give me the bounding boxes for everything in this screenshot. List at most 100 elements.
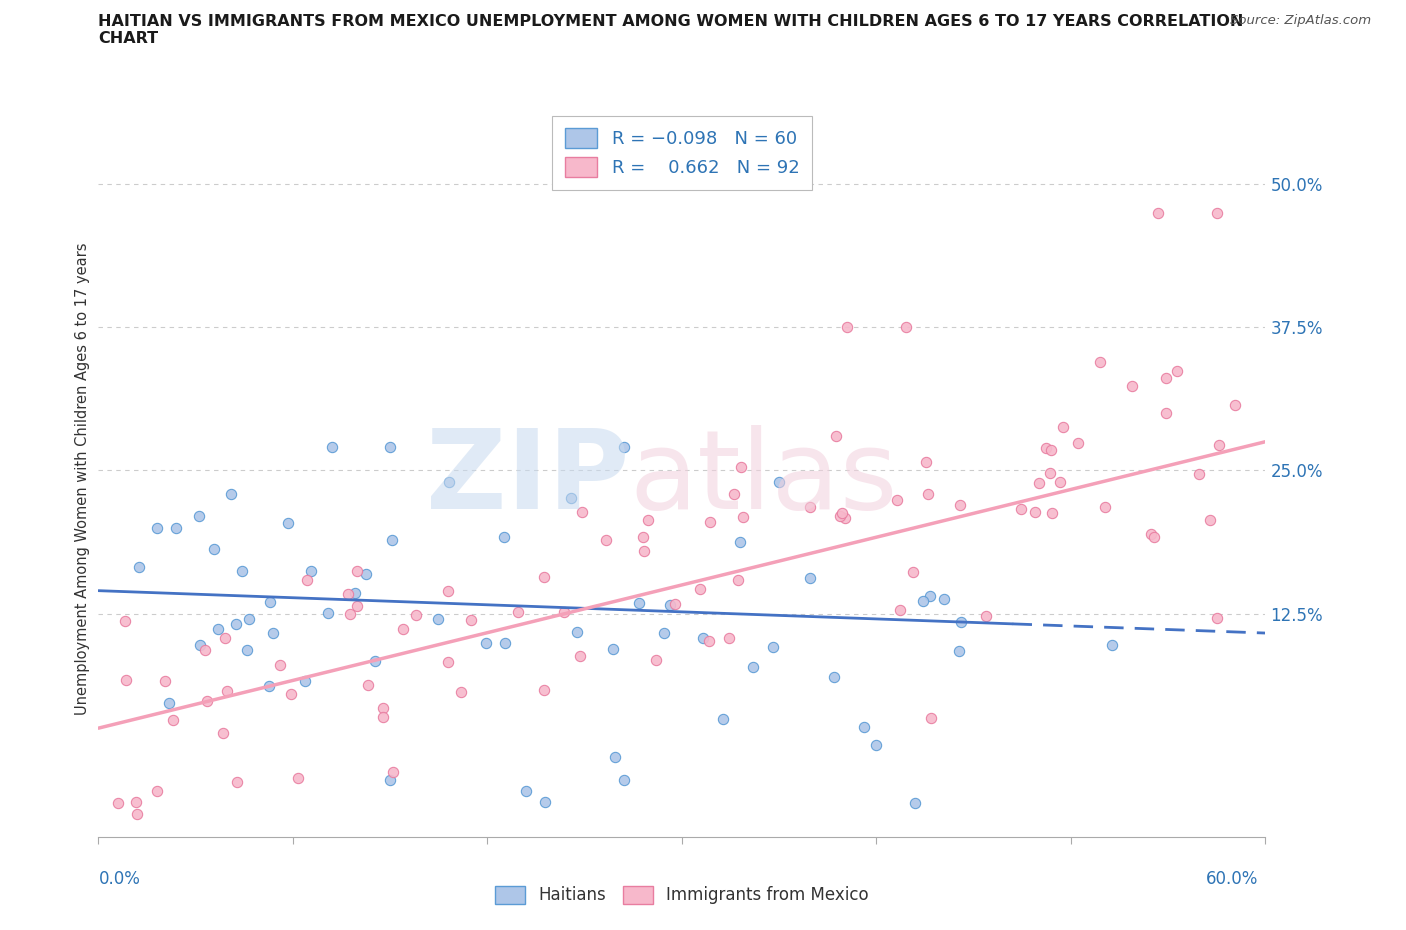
Point (427, 612, 450, 627)
Point (195, 694, 218, 709)
Point (949, 498, 972, 512)
Point (157, 696, 180, 711)
Point (533, 794, 555, 809)
Point (146, 784, 169, 799)
Point (1052, 420, 1074, 435)
Point (1067, 435, 1090, 450)
Point (318, 605, 340, 620)
Point (723, 486, 745, 501)
Point (799, 499, 821, 514)
Point (533, 569, 555, 584)
Text: 0.0%: 0.0% (98, 870, 141, 887)
Point (1205, 611, 1227, 626)
Text: atlas: atlas (630, 425, 898, 533)
Point (1143, 529, 1166, 544)
Point (560, 490, 582, 505)
Point (405, 608, 427, 623)
Point (343, 586, 366, 601)
Point (903, 565, 925, 579)
Point (865, 737, 887, 752)
Point (1088, 354, 1111, 369)
Point (1199, 512, 1222, 527)
Point (214, 631, 236, 645)
Point (346, 564, 368, 578)
Point (658, 597, 681, 612)
Point (114, 672, 136, 687)
Point (730, 535, 752, 550)
Point (494, 635, 516, 650)
Point (711, 711, 734, 726)
Point (1147, 206, 1170, 220)
Point (1024, 505, 1046, 520)
Point (460, 613, 482, 628)
Point (188, 508, 211, 523)
Point (1101, 638, 1123, 653)
Point (392, 621, 415, 636)
Point (1028, 475, 1050, 490)
Point (378, 772, 402, 787)
Point (1035, 441, 1057, 456)
Point (378, 440, 402, 455)
Point (219, 487, 242, 502)
Point (699, 514, 721, 529)
Point (718, 631, 741, 645)
Point (238, 612, 260, 627)
Point (1166, 364, 1188, 379)
Point (1040, 505, 1063, 520)
Point (730, 459, 752, 474)
Point (280, 687, 302, 702)
Point (153, 673, 176, 688)
Point (354, 566, 377, 581)
Point (727, 572, 749, 587)
Point (692, 631, 714, 645)
Point (236, 643, 259, 658)
Point (768, 474, 790, 489)
Point (380, 533, 402, 548)
Point (194, 643, 217, 658)
Point (162, 712, 184, 727)
Point (294, 673, 316, 688)
Point (295, 572, 318, 587)
Point (437, 474, 460, 489)
Point (165, 520, 187, 535)
Point (494, 530, 516, 545)
Point (373, 710, 395, 724)
Point (321, 440, 343, 455)
Point (689, 581, 711, 596)
Point (124, 794, 146, 809)
Y-axis label: Unemployment Among Women with Children Ages 6 to 17 years: Unemployment Among Women with Children A… (75, 243, 90, 715)
Text: HAITIAN VS IMMIGRANTS FROM MEXICO UNEMPLOYMENT AMONG WOMEN WITH CHILDREN AGES 6 : HAITIAN VS IMMIGRANTS FROM MEXICO UNEMPL… (98, 14, 1244, 46)
Point (225, 617, 247, 631)
Point (1039, 466, 1062, 481)
Point (1154, 371, 1177, 386)
Point (613, 440, 636, 455)
Point (948, 644, 970, 658)
Point (1010, 501, 1032, 516)
Point (475, 636, 498, 651)
Point (974, 608, 997, 623)
Point (287, 771, 309, 786)
Point (1094, 499, 1116, 514)
Text: 60.0%: 60.0% (1206, 870, 1258, 887)
Point (1154, 405, 1177, 420)
Point (917, 486, 939, 501)
Legend: Haitians, Immigrants from Mexico: Haitians, Immigrants from Mexico (488, 879, 876, 911)
Point (762, 639, 785, 654)
Point (834, 511, 856, 525)
Point (595, 533, 617, 548)
Point (886, 493, 908, 508)
Point (853, 720, 876, 735)
Point (652, 626, 675, 641)
Point (889, 603, 911, 618)
Point (911, 593, 934, 608)
Point (644, 653, 666, 668)
Point (920, 711, 942, 725)
Point (277, 515, 299, 530)
Point (450, 684, 472, 699)
Point (436, 584, 458, 599)
Point (202, 542, 225, 557)
Point (1039, 442, 1062, 457)
Point (602, 642, 624, 657)
Point (262, 625, 284, 640)
Point (1187, 467, 1209, 482)
